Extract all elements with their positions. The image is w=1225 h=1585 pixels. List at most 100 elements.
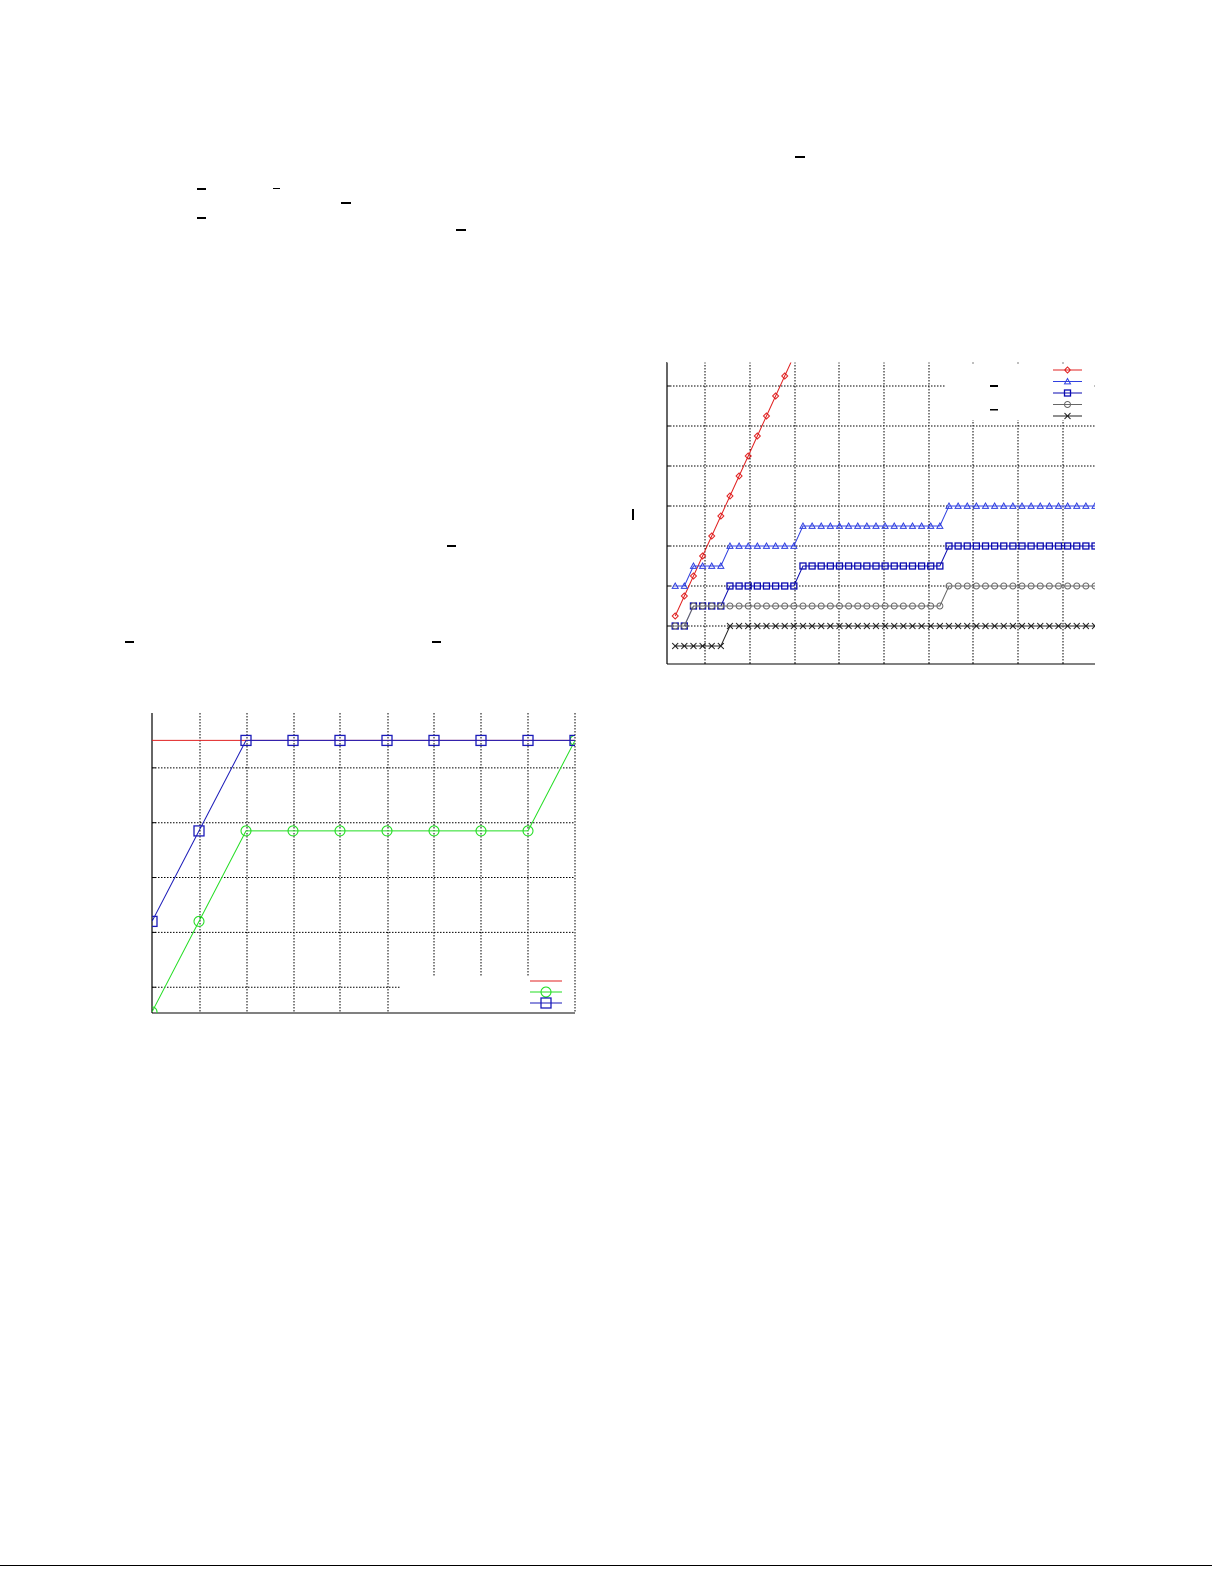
data-point-triangle bbox=[945, 501, 953, 509]
data-point-cross bbox=[763, 622, 770, 630]
data-point-circle bbox=[918, 602, 926, 610]
data-point-triangle bbox=[990, 501, 999, 509]
data-point-circle bbox=[726, 602, 734, 610]
data-point-cross bbox=[909, 622, 916, 630]
series-line-0 bbox=[674, 362, 792, 617]
data-point-circle bbox=[762, 602, 770, 610]
data-point-triangle bbox=[1063, 377, 1072, 385]
plot-area bbox=[152, 734, 575, 1013]
data-point-cross bbox=[845, 622, 852, 630]
data-point-square bbox=[381, 734, 393, 747]
data-point-diamond bbox=[781, 372, 789, 380]
data-point-triangle bbox=[1027, 501, 1035, 509]
data-point-cross bbox=[1046, 622, 1053, 630]
data-point-triangle bbox=[799, 521, 807, 529]
data-point-square bbox=[475, 734, 487, 747]
legend-label-remnant bbox=[990, 409, 998, 411]
data-point-square bbox=[872, 562, 880, 570]
data-point-square bbox=[908, 562, 917, 570]
data-point-triangle bbox=[1082, 501, 1090, 509]
data-point-circle bbox=[1045, 582, 1053, 590]
math-overline bbox=[273, 188, 280, 189]
data-point-diamond bbox=[708, 532, 716, 540]
data-point-cross bbox=[781, 622, 789, 630]
data-point-square bbox=[726, 582, 734, 590]
data-point-square bbox=[540, 997, 552, 1009]
data-point-circle bbox=[972, 582, 980, 590]
data-point-circle bbox=[991, 582, 999, 590]
data-point-square bbox=[1036, 542, 1044, 550]
data-point-triangle bbox=[899, 521, 908, 529]
data-point-circle bbox=[899, 602, 907, 610]
data-point-circle bbox=[753, 602, 761, 610]
data-point-circle bbox=[735, 602, 743, 610]
data-point-circle bbox=[708, 602, 716, 610]
data-point-cross bbox=[1055, 622, 1062, 630]
data-point-cross bbox=[863, 622, 871, 630]
data-point-diamond bbox=[753, 432, 762, 440]
data-point-circle bbox=[808, 602, 816, 610]
data-point-cross bbox=[772, 622, 779, 630]
data-point-cross bbox=[954, 622, 962, 630]
data-point-circle bbox=[936, 602, 944, 610]
data-point-circle bbox=[981, 582, 989, 590]
data-point-cross bbox=[1091, 622, 1095, 630]
legend-box bbox=[945, 364, 1094, 420]
data-point-circle bbox=[1027, 582, 1035, 590]
data-point-circle bbox=[1018, 582, 1026, 590]
data-point-triangle bbox=[689, 561, 698, 569]
data-point-square bbox=[744, 582, 752, 590]
data-point-cross bbox=[726, 622, 734, 630]
data-point-square bbox=[771, 582, 780, 590]
data-point-square bbox=[844, 562, 853, 570]
data-point-circle bbox=[671, 622, 679, 630]
data-point-circle bbox=[475, 825, 487, 837]
data-point-cross bbox=[991, 622, 998, 630]
data-point-circle bbox=[1054, 582, 1062, 590]
data-point-circle bbox=[963, 582, 971, 590]
data-point-square bbox=[1082, 542, 1090, 550]
data-point-square bbox=[287, 734, 299, 747]
data-point-triangle bbox=[1072, 501, 1081, 509]
data-point-circle bbox=[1091, 582, 1095, 590]
data-point-diamond bbox=[791, 353, 797, 359]
data-point-square bbox=[1091, 542, 1095, 550]
data-point-triangle bbox=[963, 501, 972, 509]
data-point-triangle bbox=[1091, 501, 1095, 509]
data-point-triangle bbox=[771, 541, 780, 549]
data-point-square bbox=[881, 562, 889, 570]
data-point-diamond bbox=[771, 392, 780, 400]
math-bar bbox=[632, 509, 634, 520]
data-point-cross bbox=[753, 622, 761, 630]
data-point-square bbox=[1009, 542, 1017, 550]
data-point-triangle bbox=[789, 541, 798, 549]
data-point-square bbox=[334, 734, 346, 747]
legend-box bbox=[400, 977, 574, 1012]
math-overline bbox=[432, 641, 441, 643]
data-point-diamond bbox=[698, 552, 707, 560]
data-point-triangle bbox=[808, 521, 816, 529]
data-point-square bbox=[1054, 542, 1063, 550]
series-line-3 bbox=[675, 585, 1095, 627]
data-point-square bbox=[817, 562, 825, 570]
data-point-circle bbox=[1064, 582, 1072, 590]
data-point-cross bbox=[918, 622, 925, 630]
data-point-square bbox=[854, 562, 862, 570]
data-point-diamond bbox=[1063, 366, 1072, 374]
data-point-circle bbox=[1009, 582, 1017, 590]
data-point-triangle bbox=[1018, 501, 1026, 509]
data-point-triangle bbox=[890, 521, 899, 529]
data-point-circle bbox=[287, 825, 299, 837]
data-point-triangle bbox=[1054, 501, 1063, 509]
data-point-triangle bbox=[753, 541, 762, 549]
data-point-square bbox=[826, 562, 835, 570]
data-point-triangle bbox=[872, 521, 880, 529]
data-point-cross bbox=[836, 622, 843, 630]
data-point-circle bbox=[854, 602, 862, 610]
data-point-square bbox=[799, 562, 807, 570]
data-point-triangle bbox=[972, 501, 981, 509]
data-point-circle bbox=[240, 825, 252, 837]
data-point-square bbox=[890, 562, 898, 570]
data-point-diamond bbox=[671, 612, 679, 620]
